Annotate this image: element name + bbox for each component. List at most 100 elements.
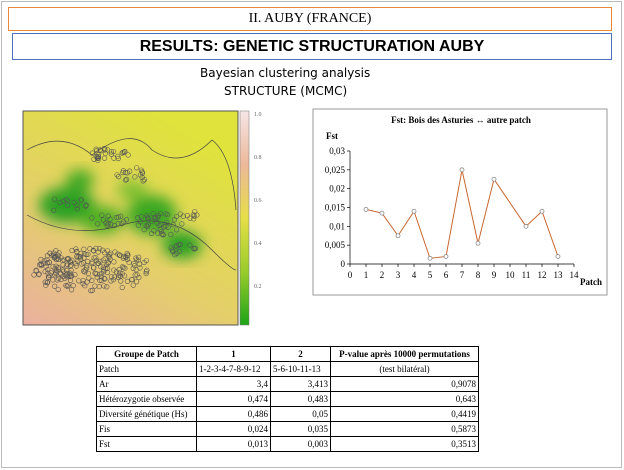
sample-point: [190, 212, 197, 218]
x-tick-label: 0: [348, 270, 353, 280]
sample-point: [129, 276, 135, 283]
sample-point: [104, 265, 111, 271]
sample-point: [98, 264, 104, 270]
sample-point: [151, 228, 157, 234]
sample-point: [87, 246, 93, 252]
sample-point: [55, 252, 61, 258]
sample-point: [51, 207, 57, 213]
table-cell: 0,643: [330, 391, 479, 407]
green-zones: [39, 170, 202, 259]
analysis-line: STRUCTURE (MCMC): [224, 84, 348, 98]
x-tick-label: 10: [506, 270, 516, 280]
colorbar-label: 1.0: [254, 112, 262, 118]
y-tick-label: 0: [341, 259, 346, 269]
sample-point: [95, 249, 101, 255]
sample-point: [38, 261, 44, 268]
x-tick-label: 4: [412, 270, 417, 280]
sample-point: [47, 272, 53, 278]
y-tick-label: 0,015: [325, 203, 346, 213]
sample-point: [91, 255, 97, 261]
data-point: [459, 167, 465, 173]
data-point: [523, 223, 529, 229]
sample-point: [51, 196, 58, 202]
sample-point: [116, 174, 122, 180]
sample-point: [115, 221, 121, 227]
table-row: Fis 0,024 0,035 0,5873: [96, 421, 479, 437]
sample-point: [46, 259, 52, 266]
table-cell: Fis: [96, 421, 197, 437]
sample-point: [61, 257, 67, 263]
sample-point: [138, 167, 144, 173]
sample-point: [108, 151, 114, 157]
sample-point: [89, 215, 95, 221]
sample-point: [54, 277, 60, 283]
sample-point: [170, 222, 176, 228]
x-tick-label: 2: [380, 270, 385, 280]
table-cell: 0,4419: [330, 406, 479, 422]
sample-point: [115, 153, 121, 159]
sample-point: [176, 248, 183, 254]
sample-point: [98, 277, 105, 283]
stats-table: Groupe de Patch 1 2 P-value après 10000 per…: [96, 346, 479, 452]
colorbar: [239, 110, 250, 326]
x-tick-label: 14: [570, 270, 580, 280]
sample-point: [121, 264, 127, 271]
sample-point: [124, 251, 130, 257]
cluster-map: 1.0 0.8 0.6 0.4 0.2: [22, 110, 262, 326]
sample-point: [90, 265, 97, 271]
sample-point: [74, 248, 80, 255]
sample-point: [64, 274, 70, 280]
sample-point: [74, 206, 80, 212]
sample-point: [137, 219, 144, 225]
sample-point: [132, 174, 138, 180]
table-cell: 0,474: [196, 391, 271, 407]
sample-point: [148, 218, 154, 225]
sample-point: [119, 284, 125, 291]
sample-point: [123, 217, 130, 223]
sample-point: [102, 150, 108, 157]
sample-point: [143, 270, 149, 277]
sample-point: [88, 288, 94, 294]
sample-point: [98, 274, 104, 280]
sample-point: [68, 267, 74, 273]
sample-point: [43, 282, 49, 288]
sample-point: [124, 170, 130, 176]
sample-point: [41, 260, 47, 266]
chart-title: Fst: Bois des Asturies ↔ autre patch: [391, 115, 531, 125]
sample-point: [143, 258, 149, 264]
data-point: [443, 254, 449, 259]
table-row: Ar 3,4 3,413 0,9078: [96, 376, 479, 392]
sample-point: [184, 213, 190, 219]
sample-point: [57, 199, 63, 206]
sample-point: [83, 203, 89, 209]
x-tick-label: 3: [396, 270, 401, 280]
sample-point: [145, 222, 151, 228]
sample-point: [140, 178, 146, 184]
sample-point: [116, 272, 122, 278]
sample-point: [104, 269, 111, 276]
fst-chart: Fst: Bois des Asturies ↔ autre patch Fst…: [312, 108, 608, 296]
sample-point: [56, 266, 62, 272]
sample-point: [108, 221, 114, 227]
sample-point: [111, 259, 117, 265]
sample-point: [105, 260, 111, 266]
table-cell: 0,9078: [330, 376, 479, 392]
table-cell: Ar: [96, 376, 197, 392]
sample-point: [64, 267, 70, 273]
sample-point: [81, 255, 87, 261]
sample-point: [145, 215, 151, 221]
sample-point: [56, 275, 62, 282]
sample-point: [114, 172, 120, 178]
table-cell: 0,483: [270, 391, 331, 407]
sample-point: [135, 215, 141, 221]
table-cell: 3,4: [196, 376, 271, 392]
sample-point: [86, 275, 92, 281]
sample-point: [73, 260, 79, 267]
sample-point: [134, 257, 140, 263]
sample-point: [176, 242, 182, 248]
sample-point: [191, 216, 197, 222]
x-tick-label: 13: [554, 270, 564, 280]
table-cell: P-value après 10000 permutations: [330, 346, 479, 362]
sample-point: [60, 257, 66, 264]
